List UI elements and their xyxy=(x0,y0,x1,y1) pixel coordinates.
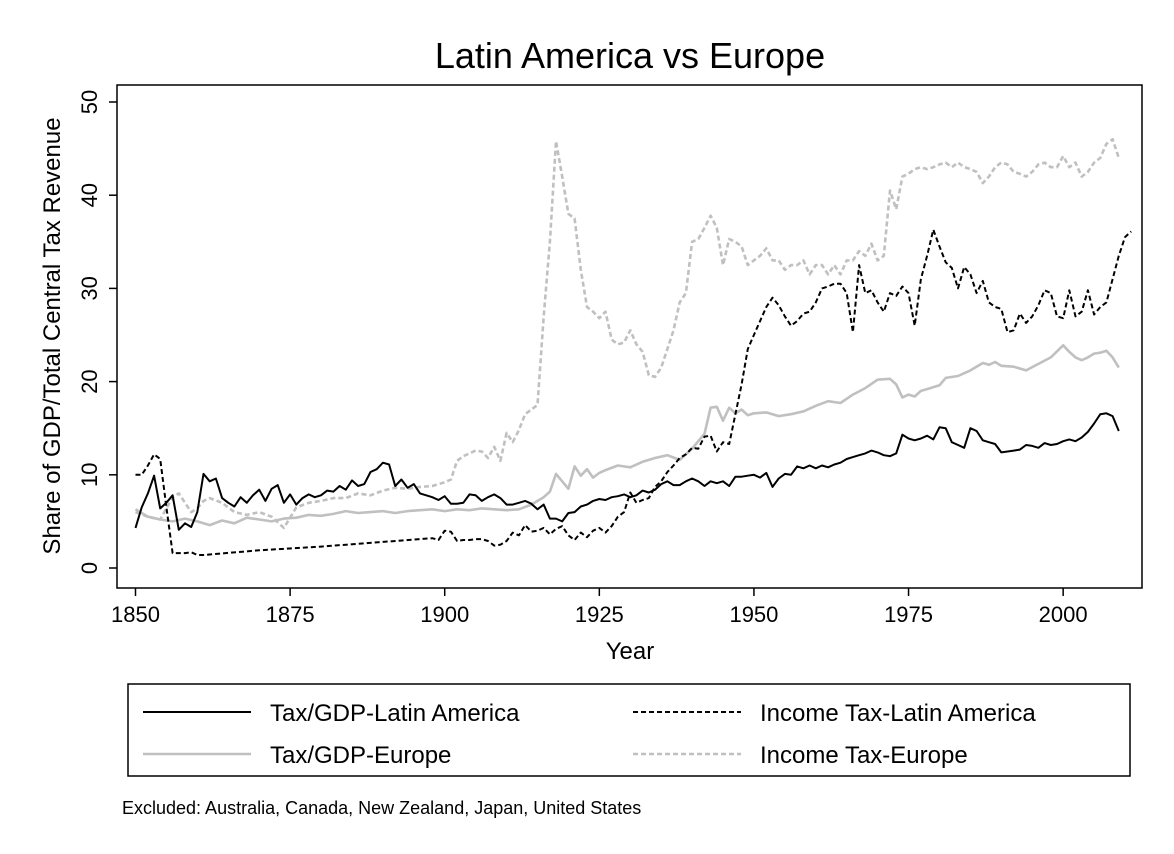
x-tick-label: 1900 xyxy=(420,602,469,627)
legend-label: Tax/GDP-Latin America xyxy=(270,700,520,727)
x-tick-label: 2000 xyxy=(1039,602,1088,627)
y-tick-label: 10 xyxy=(77,463,102,487)
series-line-tax-gdp-latin-america xyxy=(134,412,1120,531)
legend: Tax/GDP-Latin America Income Tax-Latin Am… xyxy=(127,683,1131,777)
x-axis: 1850 1875 1900 1925 1950 1975 2000 xyxy=(111,588,1088,627)
x-axis-label: Year xyxy=(606,638,655,665)
y-tick-label: 30 xyxy=(77,276,102,300)
y-axis: 0 10 20 30 40 50 xyxy=(77,90,117,574)
legend-label: Tax/GDP-Europe xyxy=(270,742,451,769)
x-tick-label: 1950 xyxy=(729,602,778,627)
x-tick-label: 1875 xyxy=(266,602,315,627)
footnote: Excluded: Australia, Canada, New Zealand… xyxy=(122,798,641,818)
y-tick-label: 20 xyxy=(77,369,102,393)
series-layer xyxy=(134,138,1132,556)
y-tick-label: 40 xyxy=(77,183,102,207)
series-line-income-tax-latin-america xyxy=(135,228,1132,556)
plot-area xyxy=(116,84,1143,589)
legend-label: Income Tax-Europe xyxy=(760,742,968,769)
chart-title: Latin America vs Europe xyxy=(435,35,825,76)
x-tick-label: 1850 xyxy=(111,602,160,627)
series-line-income-tax-europe xyxy=(135,138,1121,530)
y-tick-label: 50 xyxy=(77,90,102,114)
x-tick-label: 1975 xyxy=(884,602,933,627)
legend-items: Tax/GDP-Latin America Income Tax-Latin Am… xyxy=(143,700,1036,769)
y-axis-label: Share of GDP/Total Central Tax Revenue xyxy=(39,117,66,554)
x-tick-label: 1925 xyxy=(575,602,624,627)
legend-label: Income Tax-Latin America xyxy=(760,700,1036,727)
legend-box xyxy=(127,683,1131,777)
y-tick-label: 0 xyxy=(77,562,102,574)
